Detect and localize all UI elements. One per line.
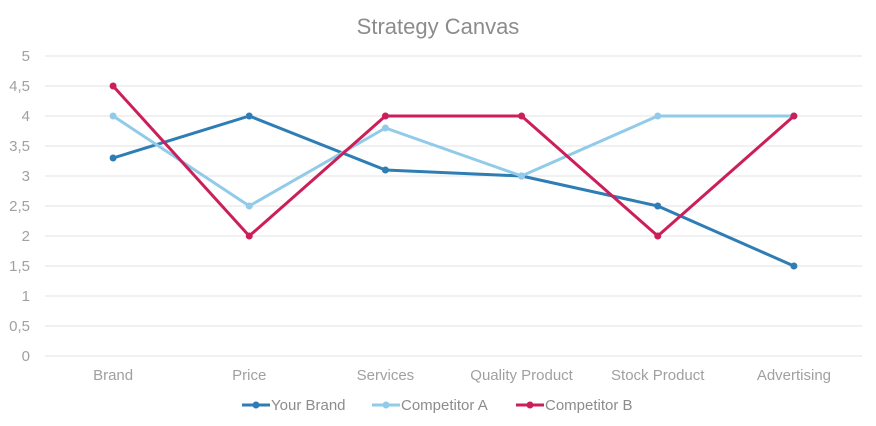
- chart-title: Strategy Canvas: [357, 14, 520, 39]
- y-tick-label: 1,5: [9, 258, 30, 275]
- data-point: [109, 112, 117, 120]
- series-lines: [109, 82, 798, 270]
- y-tick-label: 3: [22, 168, 30, 185]
- x-axis-ticks: Brand Price Services Quality Product Stock P…: [93, 367, 831, 384]
- legend-item: Your Brand: [242, 397, 346, 414]
- data-point: [381, 112, 389, 120]
- x-tick-label: Services: [357, 367, 415, 384]
- y-tick-label: 0: [22, 348, 30, 365]
- data-point: [654, 232, 662, 240]
- y-tick-label: 1: [22, 288, 30, 305]
- data-point: [245, 232, 253, 240]
- legend-swatch-marker: [526, 401, 534, 409]
- data-point: [654, 112, 662, 120]
- data-point: [518, 172, 526, 180]
- legend-label: Your Brand: [271, 397, 346, 414]
- series-line: [111, 84, 796, 238]
- y-tick-label: 2: [22, 228, 30, 245]
- legend-item: Competitor A: [372, 397, 488, 414]
- gridlines: [45, 55, 862, 357]
- x-tick-label: Advertising: [757, 367, 831, 384]
- y-axis-ticks: 0 0,5 1 1,5 2 2,5 3 3,5 4 4,5 5: [9, 48, 30, 365]
- legend-item: Competitor B: [516, 397, 633, 414]
- legend-label: Competitor A: [401, 397, 488, 414]
- series-line: [111, 114, 796, 268]
- x-tick-label: Quality Product: [470, 367, 573, 384]
- y-tick-label: 5: [22, 48, 30, 65]
- series-1: [109, 112, 798, 210]
- data-point: [654, 202, 662, 210]
- legend-label: Competitor B: [545, 397, 633, 414]
- x-tick-label: Stock Product: [611, 367, 705, 384]
- series-line: [111, 114, 796, 208]
- y-tick-label: 3,5: [9, 138, 30, 155]
- data-point: [381, 166, 389, 174]
- x-tick-label: Brand: [93, 367, 133, 384]
- data-point: [381, 124, 389, 132]
- series-2: [109, 82, 798, 240]
- data-point: [790, 112, 798, 120]
- legend: Your Brand Competitor A Competitor B: [242, 397, 633, 414]
- data-point: [518, 112, 526, 120]
- y-tick-label: 2,5: [9, 198, 30, 215]
- series-0: [109, 112, 798, 270]
- x-tick-label: Price: [232, 367, 266, 384]
- y-tick-label: 4: [22, 108, 30, 125]
- y-tick-label: 4,5: [9, 78, 30, 95]
- data-point: [109, 82, 117, 90]
- data-point: [109, 154, 117, 162]
- legend-swatch-marker: [382, 401, 390, 409]
- legend-swatch-marker: [252, 401, 260, 409]
- data-point: [245, 112, 253, 120]
- y-tick-label: 0,5: [9, 318, 30, 335]
- data-point: [790, 262, 798, 270]
- data-point: [245, 202, 253, 210]
